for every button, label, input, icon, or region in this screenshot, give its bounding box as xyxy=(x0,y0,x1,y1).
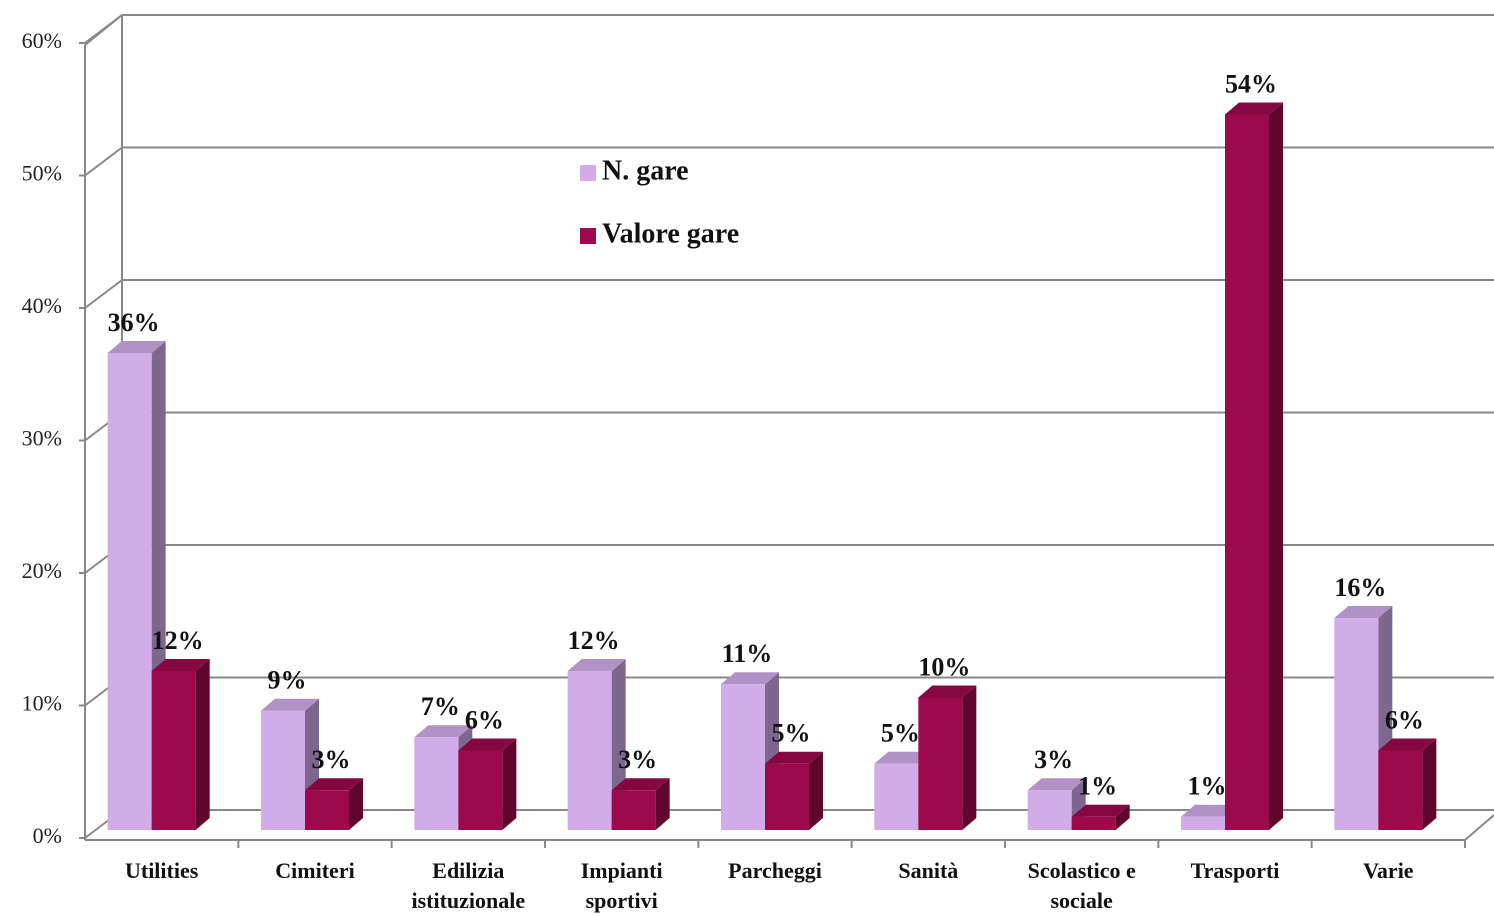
bar-top xyxy=(305,778,363,791)
bar xyxy=(107,353,152,830)
bar xyxy=(151,671,196,830)
bar-top xyxy=(107,341,166,353)
y-tick-label: 30% xyxy=(22,426,62,451)
value-label: 3% xyxy=(618,745,657,774)
value-label: 5% xyxy=(772,719,811,748)
bar-side xyxy=(195,659,210,830)
x-tick-label: Edilizia istituzionale xyxy=(411,858,526,913)
bar-side xyxy=(962,685,977,830)
value-label: 16% xyxy=(1334,573,1386,602)
bar-top xyxy=(151,659,210,671)
value-label: 10% xyxy=(918,652,970,681)
y-tick-label: 60% xyxy=(22,28,62,53)
value-label: 9% xyxy=(268,666,307,695)
grid-line xyxy=(84,279,123,309)
bar xyxy=(305,790,349,830)
bar-top xyxy=(261,698,319,711)
bar-top xyxy=(458,738,517,751)
bar-top xyxy=(874,751,933,764)
bar xyxy=(721,684,765,830)
legend-swatch xyxy=(580,165,596,181)
bar-side xyxy=(809,751,823,830)
bar xyxy=(1334,618,1379,830)
bar xyxy=(1181,816,1225,830)
bar-top xyxy=(1334,606,1393,618)
x-tick-label: Utilities xyxy=(124,858,199,883)
bar xyxy=(261,710,305,830)
bar-top xyxy=(721,672,779,685)
bar-side xyxy=(1115,804,1130,830)
value-label: 5% xyxy=(881,719,920,748)
bar-top xyxy=(567,659,626,671)
x-tick-label: Cimiteri xyxy=(275,858,355,883)
value-label: 36% xyxy=(108,308,160,337)
value-label: 12% xyxy=(152,626,204,655)
y-tick-label: 0% xyxy=(33,823,62,848)
floor-edge xyxy=(1464,814,1494,841)
bar-top xyxy=(1225,102,1283,115)
bar xyxy=(1225,114,1269,830)
bar-top xyxy=(611,778,670,791)
bar-top xyxy=(1071,804,1130,817)
y-tick-label: 20% xyxy=(22,558,62,583)
y-tick-label: 10% xyxy=(22,691,62,716)
bar xyxy=(1378,750,1423,830)
legend-label: N. gare xyxy=(602,155,689,186)
bar-side xyxy=(502,738,517,830)
value-label: 1% xyxy=(1078,772,1117,801)
grid-line xyxy=(84,146,123,177)
bar-top xyxy=(918,685,977,698)
bar xyxy=(414,737,459,830)
bar xyxy=(1027,790,1072,830)
bar-top xyxy=(765,751,823,764)
y-tick-label: 50% xyxy=(22,161,62,186)
x-tick-label: Impianti sportivi xyxy=(580,858,663,913)
legend-label: Valore gare xyxy=(602,218,739,249)
bar-side xyxy=(349,778,363,830)
x-tick-label: Scolastico e sociale xyxy=(1027,858,1136,913)
value-label: 54% xyxy=(1225,69,1277,98)
bar-side xyxy=(655,778,670,830)
bar xyxy=(567,671,612,830)
value-label: 3% xyxy=(312,745,351,774)
bar-top xyxy=(1027,778,1086,791)
bar xyxy=(918,697,963,830)
x-tick-label: Parcheggi xyxy=(728,858,822,883)
x-tick-label: Trasporti xyxy=(1190,858,1280,883)
bar xyxy=(765,763,809,830)
value-label: 12% xyxy=(568,626,620,655)
value-label: 6% xyxy=(465,705,504,734)
bar xyxy=(458,750,503,830)
value-label: 7% xyxy=(421,692,460,721)
x-tick-label: Varie xyxy=(1363,858,1414,883)
value-label: 6% xyxy=(1385,705,1424,734)
x-tick-label: Sanità xyxy=(898,858,959,883)
value-label: 3% xyxy=(1034,745,1073,774)
bar-top xyxy=(1378,738,1437,751)
bar-top xyxy=(1181,804,1239,817)
bar-side xyxy=(1422,738,1437,830)
bar xyxy=(1071,816,1116,830)
bar-side xyxy=(1269,102,1283,830)
bar xyxy=(611,790,656,830)
y-tick-label: 40% xyxy=(22,293,62,318)
legend-swatch xyxy=(580,228,596,244)
bar-top xyxy=(414,725,473,738)
grid-line xyxy=(84,14,123,44)
value-label: 1% xyxy=(1188,772,1227,801)
value-label: 11% xyxy=(722,639,773,668)
bar xyxy=(874,763,919,830)
